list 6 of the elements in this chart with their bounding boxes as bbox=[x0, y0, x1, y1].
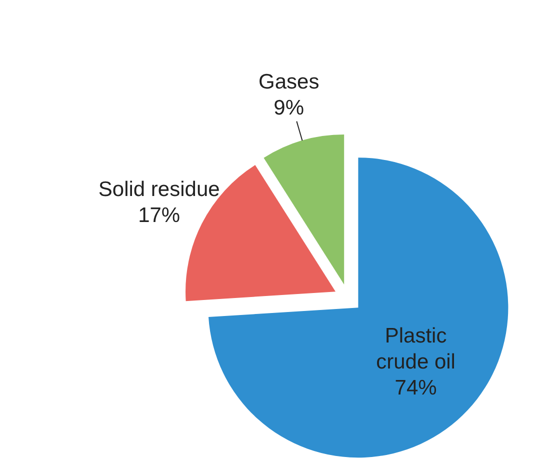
data-label: 17% bbox=[138, 203, 180, 226]
slice-label: Solid residue bbox=[98, 177, 220, 200]
data-label: 9% bbox=[274, 96, 304, 119]
slice-label: Plastic crude oil bbox=[376, 324, 456, 374]
slice-label: Gases bbox=[258, 70, 320, 93]
data-label: 74% bbox=[394, 376, 437, 400]
